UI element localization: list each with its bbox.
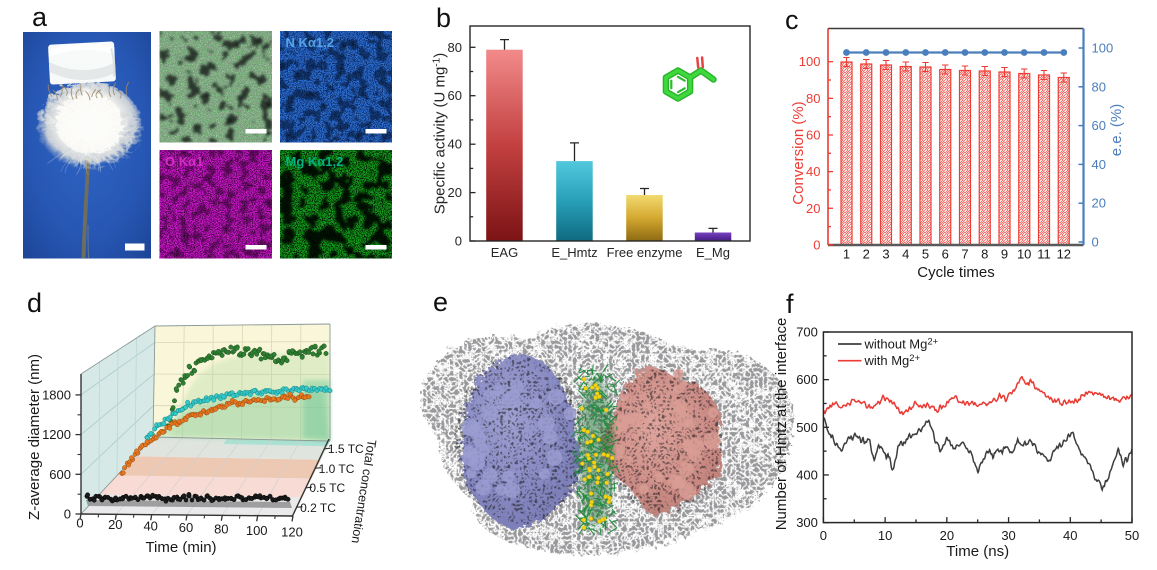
svg-text:b: b — [436, 3, 451, 33]
svg-text:500: 500 — [796, 420, 818, 435]
svg-text:0: 0 — [455, 234, 462, 249]
svg-text:30: 30 — [1001, 528, 1015, 543]
svg-text:20: 20 — [108, 517, 122, 532]
svg-text:1800: 1800 — [42, 387, 71, 402]
svg-text:8: 8 — [981, 247, 988, 262]
svg-text:Specific activity (U mg-1): Specific activity (U mg-1) — [432, 53, 449, 214]
svg-text:0: 0 — [813, 237, 820, 252]
svg-text:E_Mg: E_Mg — [696, 245, 730, 260]
svg-text:60: 60 — [448, 88, 462, 103]
svg-text:40: 40 — [1092, 157, 1106, 172]
svg-text:80: 80 — [214, 522, 228, 537]
svg-text:12: 12 — [1057, 247, 1071, 262]
svg-text:c: c — [785, 5, 799, 35]
svg-text:40: 40 — [448, 137, 462, 152]
svg-text:Number of Hmtz at the interfac: Number of Hmtz at the interface — [773, 318, 790, 531]
svg-text:60: 60 — [1092, 118, 1106, 133]
svg-text:e: e — [433, 287, 448, 317]
svg-text:9: 9 — [1001, 247, 1008, 262]
svg-text:300: 300 — [796, 515, 818, 530]
svg-text:400: 400 — [796, 467, 818, 482]
svg-text:1.5 TC: 1.5 TC — [328, 442, 364, 456]
svg-text:7: 7 — [961, 247, 968, 262]
svg-text:40: 40 — [143, 519, 157, 534]
svg-text:1.0 TC: 1.0 TC — [319, 462, 355, 476]
svg-text:60: 60 — [179, 520, 193, 535]
svg-text:0.2 TC: 0.2 TC — [300, 501, 336, 515]
svg-text:with Mg2+: with Mg2+ — [864, 353, 921, 368]
svg-text:without Mg2+: without Mg2+ — [864, 337, 939, 352]
svg-text:100: 100 — [246, 523, 268, 538]
svg-text:10: 10 — [1017, 247, 1031, 262]
svg-text:11: 11 — [1037, 247, 1051, 262]
svg-text:0: 0 — [820, 528, 827, 543]
svg-text:EAG: EAG — [491, 245, 518, 260]
svg-text:20: 20 — [806, 201, 820, 216]
svg-text:600: 600 — [49, 467, 71, 482]
svg-text:Time (ns): Time (ns) — [946, 543, 1009, 560]
svg-text:120: 120 — [281, 525, 303, 540]
svg-text:50: 50 — [1125, 528, 1139, 543]
svg-text:0.5 TC: 0.5 TC — [309, 481, 345, 495]
svg-text:Z-average diameter (nm): Z-average diameter (nm) — [26, 354, 43, 520]
svg-text:Free enzyme: Free enzyme — [607, 245, 683, 260]
svg-text:5: 5 — [922, 247, 929, 262]
svg-text:Conversion (%): Conversion (%) — [790, 101, 807, 204]
svg-text:80: 80 — [1092, 79, 1106, 94]
svg-text:e.e. (%): e.e. (%) — [1108, 104, 1125, 157]
svg-text:E_Hmtz: E_Hmtz — [551, 245, 597, 260]
svg-text:80: 80 — [448, 40, 462, 55]
svg-text:40: 40 — [1063, 528, 1077, 543]
svg-text:Time (min): Time (min) — [145, 539, 216, 556]
svg-text:100: 100 — [799, 54, 821, 69]
svg-text:40: 40 — [806, 164, 820, 179]
svg-text:Cycle times: Cycle times — [917, 264, 995, 281]
svg-text:600: 600 — [796, 372, 818, 387]
svg-text:N Kα1,2: N Kα1,2 — [286, 35, 334, 50]
svg-text:0: 0 — [1092, 235, 1099, 250]
svg-text:O Kα1: O Kα1 — [165, 154, 203, 169]
svg-text:0: 0 — [64, 507, 71, 522]
svg-text:1: 1 — [843, 247, 850, 262]
svg-text:20: 20 — [940, 528, 954, 543]
svg-text:10: 10 — [878, 528, 892, 543]
svg-text:1200: 1200 — [42, 427, 71, 442]
svg-text:2: 2 — [863, 247, 870, 262]
svg-text:20: 20 — [1092, 196, 1106, 211]
svg-text:a: a — [32, 2, 48, 32]
svg-text:0: 0 — [76, 516, 83, 531]
svg-text:4: 4 — [902, 247, 909, 262]
svg-text:100: 100 — [1092, 41, 1114, 56]
svg-text:Mg Kα1,2: Mg Kα1,2 — [286, 154, 344, 169]
svg-text:3: 3 — [882, 247, 889, 262]
svg-text:6: 6 — [942, 247, 949, 262]
svg-text:d: d — [27, 288, 42, 318]
svg-text:f: f — [786, 289, 794, 319]
svg-text:20: 20 — [448, 185, 462, 200]
svg-text:60: 60 — [806, 127, 820, 142]
svg-text:80: 80 — [806, 91, 820, 106]
svg-text:700: 700 — [796, 325, 818, 340]
